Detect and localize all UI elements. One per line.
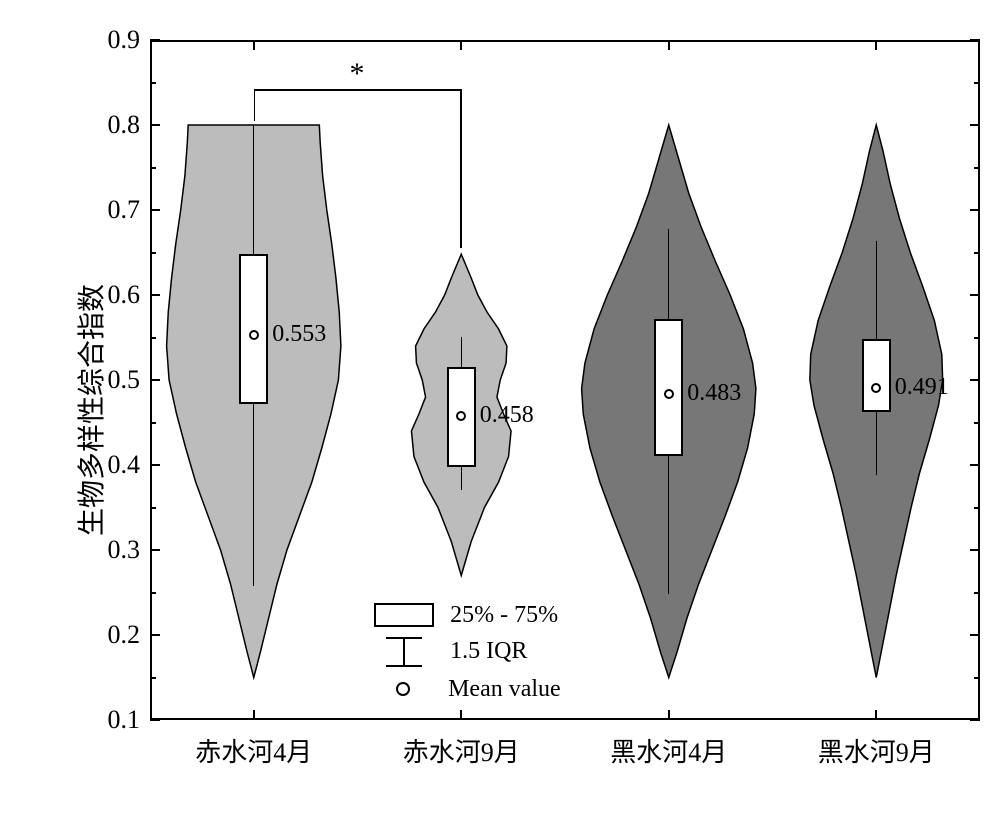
violin-chart: 生物多样性综合指数 0.10.20.30.40.50.60.70.80.9赤水河…	[20, 20, 1000, 808]
sig-v-right	[460, 89, 462, 248]
box-glyph	[374, 603, 434, 627]
legend-item-box: 25% - 75%	[374, 601, 561, 629]
box-3	[862, 339, 891, 412]
mean-glyph	[396, 682, 410, 696]
legend-text-mean: Mean value	[448, 676, 561, 702]
sig-star: *	[350, 57, 365, 91]
whisker-glyph	[374, 637, 434, 667]
legend-item-whisker: 1.5 IQR	[374, 637, 561, 667]
legend-item-mean: Mean value	[374, 675, 561, 703]
legend-text-whisker: 1.5 IQR	[450, 638, 527, 664]
mean-label-3: 0.491	[895, 374, 949, 401]
legend: 25% - 75% 1.5 IQR Mean value	[374, 601, 561, 703]
legend-text-box: 25% - 75%	[450, 602, 558, 628]
sig-v-left	[254, 89, 256, 120]
mean-marker-3	[871, 383, 881, 393]
